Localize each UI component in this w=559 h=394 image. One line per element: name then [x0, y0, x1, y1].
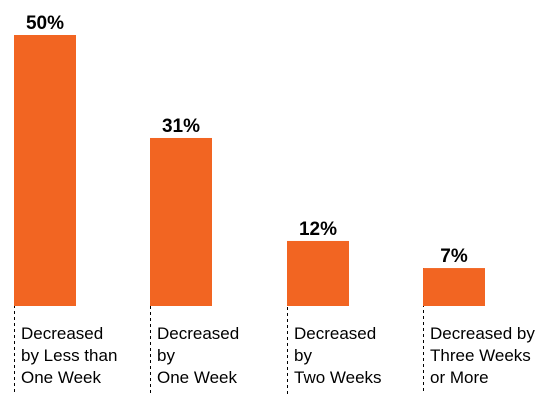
- category-label: or More: [430, 368, 489, 387]
- category-label: Decreased: [157, 324, 239, 343]
- category-label: Three Weeks: [430, 346, 531, 365]
- value-label: 7%: [440, 246, 468, 267]
- bar: [287, 240, 349, 306]
- category-label: One Week: [157, 368, 238, 387]
- category-label: by: [294, 346, 312, 365]
- category-label: Decreased: [21, 324, 103, 343]
- value-label: 12%: [299, 219, 337, 240]
- bar: [423, 268, 485, 306]
- bar: [14, 35, 76, 306]
- category-label: Decreased: [294, 324, 376, 343]
- category-label: by: [157, 346, 175, 365]
- category-label: One Week: [21, 368, 102, 387]
- category-label: Two Weeks: [294, 368, 382, 387]
- bar: [150, 137, 212, 306]
- category-label: Decreased by: [430, 324, 535, 343]
- value-label: 50%: [26, 13, 64, 34]
- category-label: by Less than: [21, 346, 117, 365]
- value-label: 31%: [162, 116, 200, 137]
